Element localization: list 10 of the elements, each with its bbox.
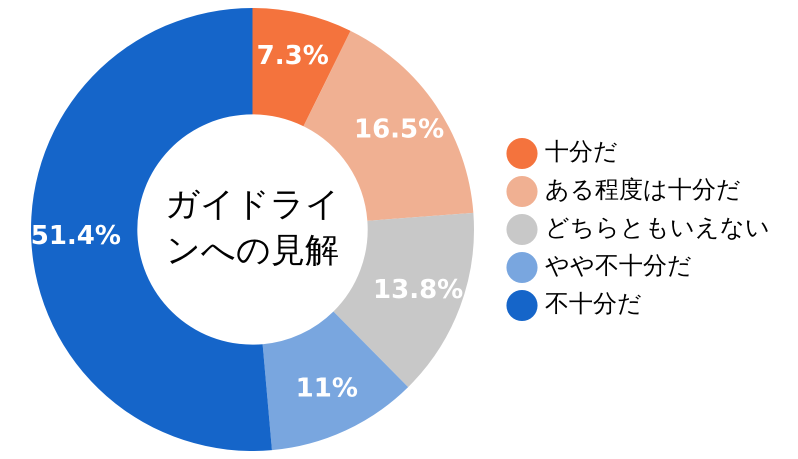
data-label: 51.4% [30, 221, 121, 252]
legend-label: ある程度は十分だ [545, 176, 741, 204]
data-label: 16.5% [354, 114, 444, 144]
text: ガイドラインへの見解 [165, 184, 340, 270]
legend-label: やや不十分だ [545, 252, 692, 280]
legend-label: どちらともいえない [545, 214, 770, 242]
data-label: 11% [296, 374, 358, 404]
legend-label: 十分だ [545, 138, 618, 166]
data-label: 7.3% [256, 41, 329, 72]
legend-label: 不十分だ [545, 290, 642, 318]
